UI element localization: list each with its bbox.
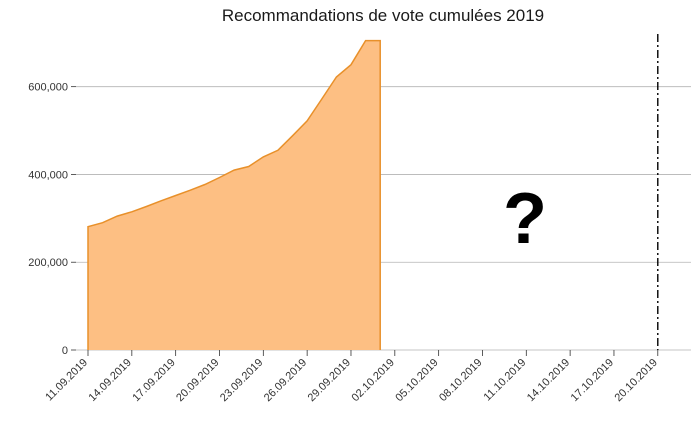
x-tick-label: 11.09.2019 <box>43 357 90 404</box>
y-tick-label: 0 <box>62 345 68 357</box>
y-tick-label: 200,000 <box>28 257 68 269</box>
x-tick-label: 23.09.2019 <box>218 357 265 404</box>
x-tick-label: 11.10.2019 <box>482 357 529 404</box>
x-tick-label: 26.09.2019 <box>262 357 309 404</box>
x-tick-label: 17.09.2019 <box>130 357 177 404</box>
y-tick-label: 600,000 <box>28 82 68 94</box>
x-tick-label: 14.09.2019 <box>87 357 134 404</box>
x-tick-label: 02.10.2019 <box>350 357 397 404</box>
x-axis: 11.09.201914.09.201917.09.201920.09.2019… <box>43 350 660 404</box>
question-mark-annotation: ? <box>503 179 547 259</box>
x-tick-label: 14.10.2019 <box>525 357 572 404</box>
x-tick-label: 08.10.2019 <box>437 357 484 404</box>
x-tick-label: 05.10.2019 <box>393 357 440 404</box>
x-tick-label: 20.09.2019 <box>174 357 221 404</box>
chart-title: Recommandations de vote cumulées 2019 <box>222 6 544 25</box>
area-fill <box>88 40 381 350</box>
y-axis: 0 200,000 400,000 600,000 <box>28 82 76 357</box>
plot-area <box>87 34 659 350</box>
x-tick-label: 17.10.2019 <box>569 357 616 404</box>
x-tick-label: 20.10.2019 <box>612 357 659 404</box>
x-tick-label: 29.09.2019 <box>306 357 353 404</box>
y-tick-label: 400,000 <box>28 169 68 181</box>
area-outline <box>87 39 381 350</box>
